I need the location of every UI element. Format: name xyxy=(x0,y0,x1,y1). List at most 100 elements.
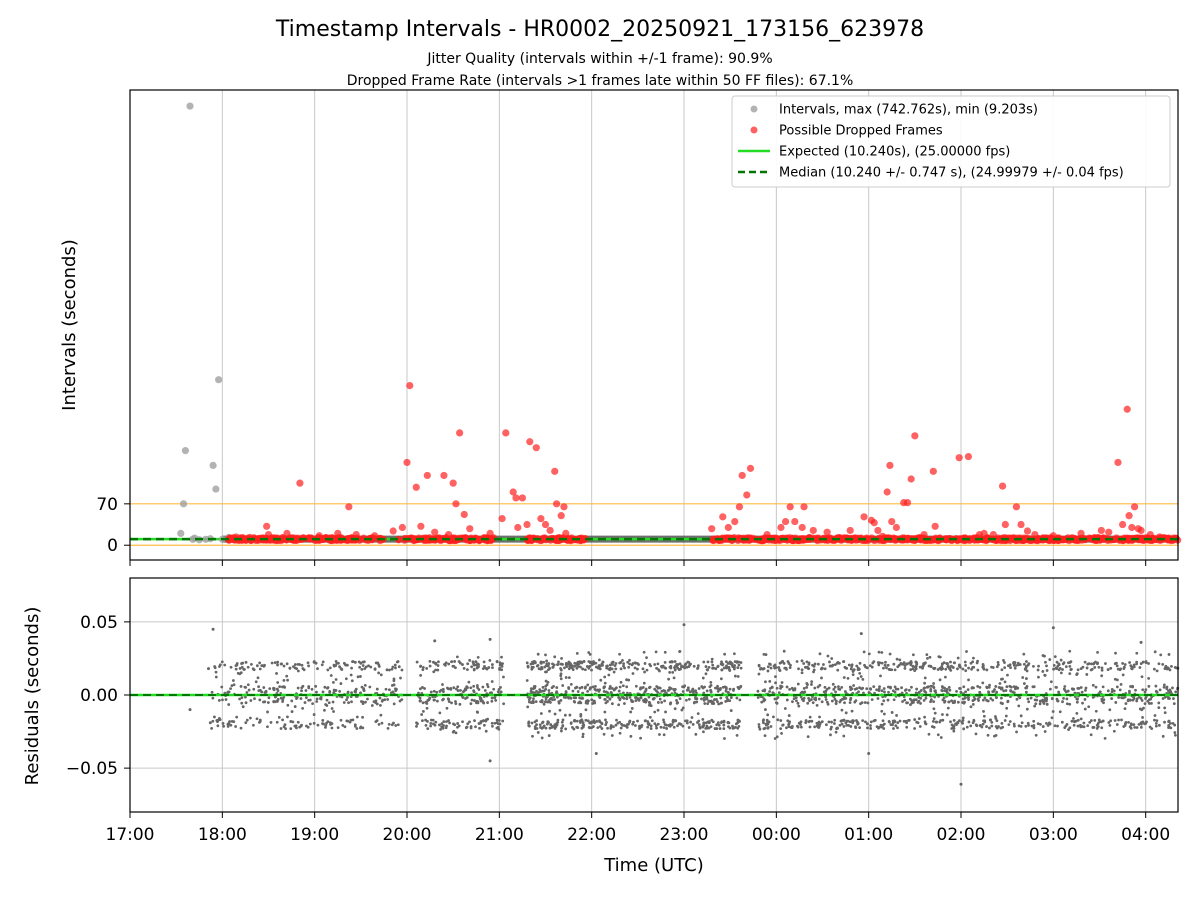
residual-point xyxy=(418,687,422,691)
residual-point xyxy=(483,689,487,692)
residual-point xyxy=(588,687,592,691)
dropped-frame-point xyxy=(329,535,338,544)
residual-point xyxy=(470,698,474,702)
residual-point xyxy=(1115,678,1119,682)
residual-point xyxy=(1068,672,1072,676)
residual-point xyxy=(648,715,652,719)
dropped-frame-point xyxy=(541,520,550,529)
residual-point xyxy=(490,680,494,683)
residual-point xyxy=(345,663,349,667)
residual-point xyxy=(649,704,653,708)
residual-point xyxy=(531,734,534,738)
residual-point xyxy=(477,663,480,666)
residual-point xyxy=(655,666,658,670)
residual-point xyxy=(816,724,820,727)
residual-point xyxy=(419,664,423,668)
residual-point xyxy=(597,658,601,662)
residual-point xyxy=(232,720,236,724)
residual-point xyxy=(454,731,458,735)
residual-point xyxy=(815,704,819,707)
residual-point xyxy=(246,665,250,669)
dropped-frame-point xyxy=(846,526,854,535)
residual-point xyxy=(220,660,224,664)
residual-point xyxy=(829,727,833,731)
residual-point xyxy=(655,726,658,730)
dropped-frame-point xyxy=(863,535,871,543)
residual-point xyxy=(500,664,504,668)
residual-point xyxy=(643,670,646,674)
residual-point xyxy=(956,721,960,724)
residual-point xyxy=(800,671,804,675)
residual-point xyxy=(428,664,432,668)
residual-point xyxy=(696,664,700,668)
residual-point xyxy=(300,663,304,667)
residual-point xyxy=(662,733,666,737)
residual-point xyxy=(282,678,286,682)
dropped-frame-point xyxy=(903,499,912,507)
residual-point xyxy=(995,719,999,723)
residual-point xyxy=(572,696,576,700)
residual-point xyxy=(1025,707,1029,711)
residual-point xyxy=(488,659,492,662)
residual-point xyxy=(991,666,995,669)
residual-point xyxy=(932,682,936,685)
residual-point xyxy=(540,665,544,669)
residual-point xyxy=(606,691,609,695)
residual-point xyxy=(1063,685,1067,688)
residual-point xyxy=(686,660,690,664)
residual-point xyxy=(849,667,853,671)
residual-point xyxy=(957,719,961,723)
dropped-frame-point xyxy=(791,517,799,526)
residual-point xyxy=(1109,719,1113,723)
residual-point xyxy=(286,703,290,707)
dropped-frame-point xyxy=(352,530,360,539)
residual-point xyxy=(431,722,435,726)
residual-point xyxy=(346,695,350,699)
residual-point xyxy=(263,663,266,667)
residual-point xyxy=(1163,695,1167,699)
residual-point xyxy=(736,726,740,730)
residual-point xyxy=(232,683,236,687)
residual-point xyxy=(477,665,480,669)
residual-point xyxy=(251,667,255,671)
residual-point xyxy=(250,662,253,666)
residual-point xyxy=(290,710,294,713)
residual-point xyxy=(624,724,628,728)
residual-point xyxy=(1139,662,1143,665)
residual-point xyxy=(307,664,311,668)
residual-point xyxy=(716,665,720,668)
residual-point xyxy=(563,713,567,717)
residual-point xyxy=(332,688,336,692)
residual-point xyxy=(415,660,419,664)
residual-point xyxy=(818,683,822,687)
residual-point xyxy=(418,699,422,703)
residual-point xyxy=(1139,725,1143,729)
dropped-frame-point xyxy=(305,534,313,542)
residual-point xyxy=(454,666,457,670)
residual-point xyxy=(534,700,538,703)
residual-point xyxy=(764,653,768,656)
residual-point xyxy=(553,655,557,659)
residual-point xyxy=(332,664,336,668)
residual-point xyxy=(692,691,695,695)
residual-point xyxy=(394,666,397,670)
residual-point xyxy=(482,723,486,727)
residual-point xyxy=(894,724,898,728)
residual-point xyxy=(588,652,592,656)
residual-point xyxy=(1025,660,1028,663)
residual-point xyxy=(246,683,250,687)
residual-point xyxy=(1113,719,1117,722)
residual-point xyxy=(1077,686,1081,690)
residual-point xyxy=(316,667,319,671)
residual-point xyxy=(296,662,300,666)
residual-point xyxy=(964,664,967,667)
residual-point xyxy=(612,688,616,692)
residual-point xyxy=(892,698,896,702)
dropped-frame-point xyxy=(456,429,464,437)
residual-point xyxy=(1061,700,1064,704)
residual-point xyxy=(351,660,355,663)
residual-point xyxy=(696,667,699,670)
residual-point xyxy=(542,689,546,692)
residual-point xyxy=(862,691,865,695)
residual-point xyxy=(573,700,577,704)
